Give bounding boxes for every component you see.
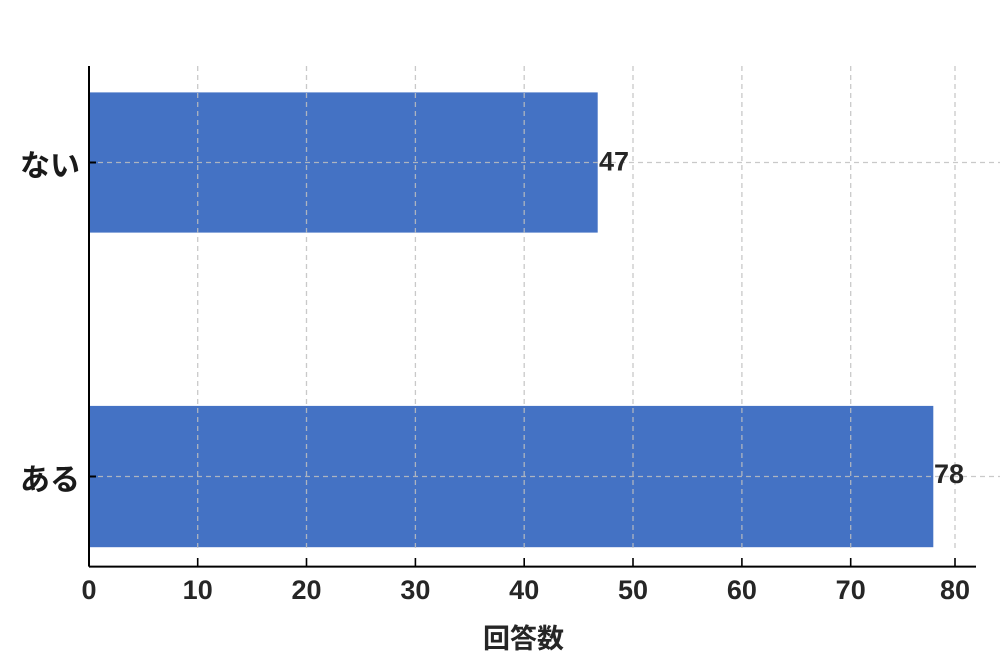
svg-text:回答数: 回答数 [483,623,564,654]
svg-text:78: 78 [934,459,964,489]
svg-text:60: 60 [727,575,757,605]
svg-text:ない: ない [20,150,80,183]
svg-text:0: 0 [81,575,96,605]
svg-text:40: 40 [509,575,539,605]
svg-text:ある: ある [20,464,80,497]
svg-text:70: 70 [836,575,866,605]
svg-text:30: 30 [400,575,430,605]
svg-text:20: 20 [291,575,321,605]
svg-text:80: 80 [940,575,970,605]
svg-text:50: 50 [618,575,648,605]
svg-text:10: 10 [183,575,213,605]
svg-text:47: 47 [599,147,629,177]
